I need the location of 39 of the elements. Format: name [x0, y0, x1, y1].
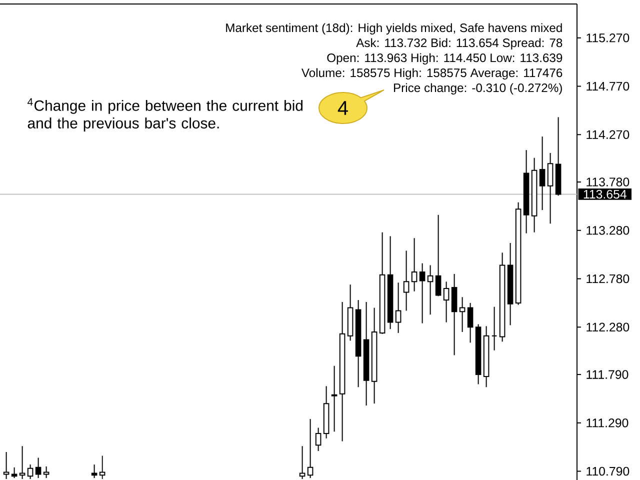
candlestick [35, 457, 42, 479]
y-tick-label: 114.270 [586, 130, 630, 139]
annotation: Volume: 158575 High: 158575 Average: 117476 [302, 68, 562, 80]
candlestick [467, 302, 474, 344]
candlestick [491, 306, 498, 351]
y-tick-label: 111.790 [586, 370, 628, 379]
candlestick [539, 136, 546, 211]
y-tick-label: 113.280 [586, 226, 630, 235]
annotation: 4 [338, 101, 348, 115]
candlestick [547, 152, 554, 224]
candlestick [443, 281, 450, 323]
y-tick-label: 110.790 [586, 466, 630, 476]
y-tick-label: 114.770 [586, 82, 630, 91]
candlestick [91, 464, 98, 479]
candlestick [19, 446, 26, 480]
y-tick-label: 113.780 [586, 178, 630, 186]
annotation: Open: 113.963 High: 114.450 Low: 113.639 [327, 53, 562, 65]
y-tick-label: 112.780 [586, 274, 630, 284]
candlestick [299, 446, 306, 480]
candlestick [331, 365, 338, 432]
candlestick [435, 214, 442, 297]
y-tick-label: 112.280 [586, 322, 630, 332]
annotation: $^{4}$Change in price between the current bid and the previous bar's close. [28, 98, 303, 132]
candlestick [419, 262, 426, 324]
candlestick [427, 264, 434, 316]
y-tick-label: 115.270 [586, 33, 630, 42]
candlestick [395, 282, 402, 334]
candlestick [403, 250, 410, 312]
candlestick [11, 466, 18, 479]
candlestick [27, 464, 34, 480]
candlestick [459, 296, 466, 332]
y-tick-label: 111.290 [586, 418, 628, 428]
candlestick [315, 427, 322, 452]
candlestick [307, 418, 314, 479]
annotation: Price change: -0.310 (-0.272%) [394, 83, 562, 95]
annotation: Ask: 113.732 Bid: 113.654 Spread: 78 [356, 38, 562, 50]
candlestick [411, 238, 418, 292]
annotation: Market sentiment (18d): High yields mixed, Safe havens mixed [226, 23, 562, 35]
ref-line-label: 113.654 [584, 190, 626, 199]
